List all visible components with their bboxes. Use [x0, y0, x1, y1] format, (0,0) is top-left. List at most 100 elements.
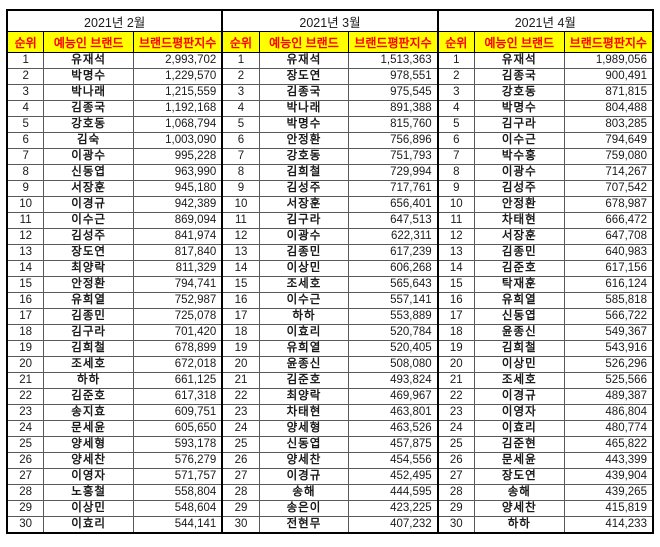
index-value-cell: 407,232 — [348, 516, 439, 534]
index-value-cell: 975,545 — [348, 84, 439, 101]
table-row: 25 김준현 465,822 — [437, 436, 654, 453]
table-row: 20 조세호 672,018 — [6, 356, 223, 373]
rank-cell: 13 — [437, 244, 475, 261]
brand-name-cell: 서장훈 — [473, 228, 565, 245]
table-row: 26 양세찬 454,556 — [221, 452, 439, 469]
table-row: 30 이효리 544,141 — [6, 516, 223, 534]
rank-cell: 19 — [6, 340, 45, 357]
rank-cell: 12 — [437, 228, 475, 245]
table-row: 8 신동엽 963,990 — [6, 164, 223, 181]
index-value-cell: 963,990 — [132, 164, 223, 181]
brand-name-cell: 이수근 — [258, 292, 350, 309]
brand-name-cell: 유희열 — [43, 292, 134, 309]
table-row: 7 강호동 751,793 — [221, 148, 439, 165]
table-row: 12 서장훈 647,708 — [437, 228, 654, 245]
brand-name-cell: 양세찬 — [43, 452, 134, 469]
rank-cell: 24 — [6, 420, 45, 437]
index-value-cell: 942,389 — [132, 196, 223, 213]
rank-cell: 16 — [221, 292, 260, 309]
table-row: 24 이효리 480,774 — [437, 420, 654, 437]
table-row: 20 이상민 526,296 — [437, 356, 654, 373]
index-column-header: 브랜드평판지수 — [132, 31, 223, 53]
table-row: 9 김성주 717,761 — [221, 180, 439, 197]
brand-name-cell: 하하 — [473, 516, 565, 534]
brand-name-cell: 김구라 — [43, 324, 134, 341]
table-row: 23 이영자 486,804 — [437, 404, 654, 421]
table-row: 19 김희철 678,899 — [6, 340, 223, 357]
rank-cell: 6 — [221, 132, 260, 149]
brand-name-cell: 강호동 — [473, 84, 565, 101]
brand-name-cell: 김종민 — [43, 308, 134, 325]
index-value-cell: 549,367 — [563, 324, 654, 341]
brand-name-cell: 이수근 — [473, 132, 565, 149]
rank-cell: 3 — [6, 84, 45, 101]
table-row: 5 박명수 815,760 — [221, 116, 439, 133]
rank-cell: 29 — [6, 500, 45, 517]
brand-name-cell: 양세찬 — [473, 500, 565, 517]
index-value-cell: 1,229,570 — [132, 68, 223, 85]
brand-name-cell: 이영자 — [473, 404, 565, 421]
rank-cell: 26 — [221, 452, 260, 469]
brand-name-cell: 김준호 — [473, 260, 565, 277]
table-row: 14 이상민 606,268 — [221, 260, 439, 277]
brand-name-cell: 조세호 — [473, 372, 565, 389]
brand-column-header: 예능인 브랜드 — [258, 31, 350, 53]
index-value-cell: 557,141 — [348, 292, 439, 309]
table-row: 17 신동엽 566,722 — [437, 308, 654, 325]
table-row: 13 김종민 640,983 — [437, 244, 654, 261]
table-row: 22 최양락 469,967 — [221, 388, 439, 405]
brand-name-cell: 장도연 — [473, 468, 565, 485]
index-value-cell: 678,987 — [563, 196, 654, 213]
brand-name-cell: 이효리 — [473, 420, 565, 437]
brand-name-cell: 이광수 — [473, 164, 565, 181]
index-value-cell: 553,889 — [348, 308, 439, 325]
rank-cell: 8 — [437, 164, 475, 181]
brand-name-cell: 김준호 — [43, 388, 134, 405]
brand-name-cell: 유재석 — [473, 52, 565, 69]
table-row: 9 김성주 707,542 — [437, 180, 654, 197]
table-row: 16 유희열 585,818 — [437, 292, 654, 309]
rank-cell: 16 — [6, 292, 45, 309]
brand-name-cell: 김구라 — [473, 116, 565, 133]
brand-name-cell: 안정환 — [43, 276, 134, 293]
index-value-cell: 756,896 — [348, 132, 439, 149]
month-table-2021-04: 2021년 4월 순위 예능인 브랜드 브랜드평판지수 1 유재석 1,989,05… — [436, 9, 654, 534]
table-row: 1 유재석 2,993,702 — [6, 52, 223, 69]
index-value-cell: 489,387 — [563, 388, 654, 405]
brand-name-cell: 이광수 — [258, 228, 350, 245]
rank-cell: 21 — [6, 372, 45, 389]
rank-cell: 18 — [221, 324, 260, 341]
table-row: 10 서장훈 656,401 — [221, 196, 439, 213]
index-value-cell: 576,279 — [132, 452, 223, 469]
index-value-cell: 622,311 — [348, 228, 439, 245]
brand-name-cell: 김숙 — [43, 132, 134, 149]
index-value-cell: 439,265 — [563, 484, 654, 501]
brand-name-cell: 최양락 — [43, 260, 134, 277]
brand-name-cell: 이광수 — [43, 148, 134, 165]
rank-cell: 24 — [437, 420, 475, 437]
brand-name-cell: 조세호 — [258, 276, 350, 293]
index-value-cell: 544,141 — [132, 516, 223, 534]
rank-column-header: 순위 — [437, 31, 475, 53]
rank-cell: 7 — [6, 148, 45, 165]
ranking-rows: 1 유재석 1,513,363 2 장도연 978,551 3 김종국 975,545 4 박나래 8… — [221, 52, 439, 534]
rank-cell: 20 — [221, 356, 260, 373]
rank-cell: 24 — [221, 420, 260, 437]
table-row: 30 하하 414,233 — [437, 516, 654, 534]
brand-name-cell: 서장훈 — [43, 180, 134, 197]
table-row: 13 김종민 617,239 — [221, 244, 439, 261]
brand-name-cell: 전현무 — [258, 516, 350, 534]
rank-cell: 1 — [221, 52, 260, 69]
index-value-cell: 415,819 — [563, 500, 654, 517]
table-row: 9 서장훈 945,180 — [6, 180, 223, 197]
brand-name-cell: 이상민 — [473, 356, 565, 373]
index-value-cell: 717,761 — [348, 180, 439, 197]
index-value-cell: 900,491 — [563, 68, 654, 85]
rank-cell: 4 — [221, 100, 260, 117]
table-row: 28 송해 439,265 — [437, 484, 654, 501]
index-value-cell: 1,989,056 — [563, 52, 654, 69]
index-value-cell: 891,388 — [348, 100, 439, 117]
rank-cell: 14 — [221, 260, 260, 277]
table-row: 11 김구라 647,513 — [221, 212, 439, 229]
index-value-cell: 566,722 — [563, 308, 654, 325]
